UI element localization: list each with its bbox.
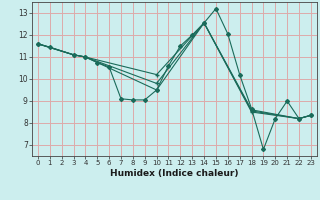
X-axis label: Humidex (Indice chaleur): Humidex (Indice chaleur) — [110, 169, 239, 178]
